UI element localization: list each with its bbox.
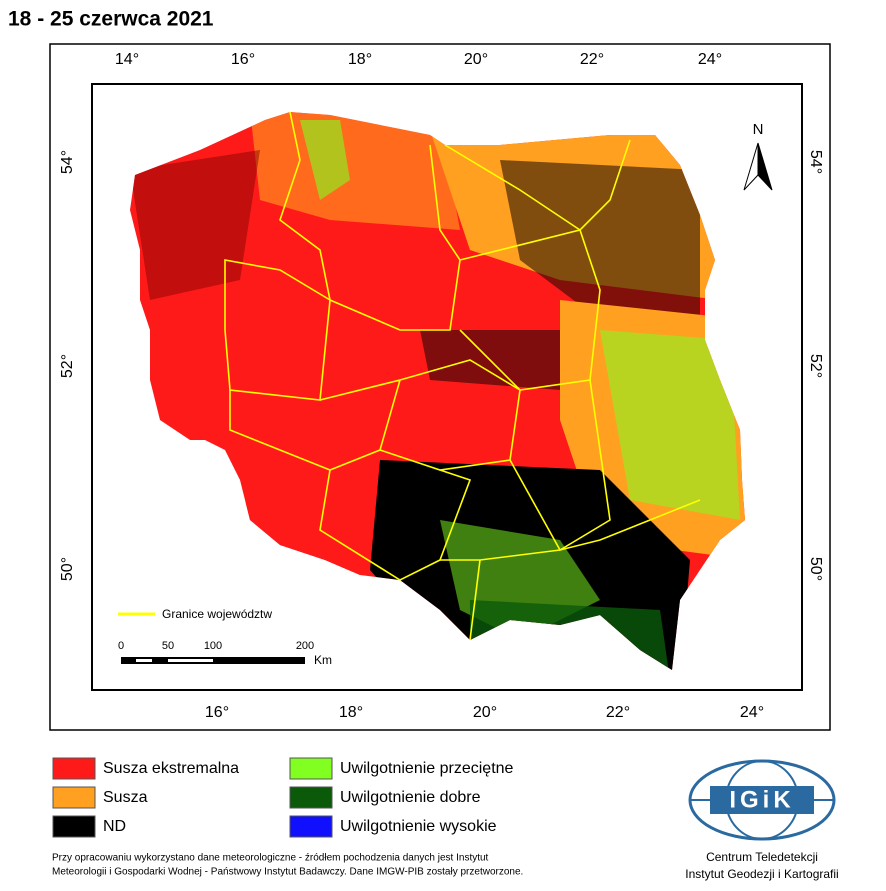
lon-label: 18° xyxy=(339,704,363,721)
lon-label: 22° xyxy=(580,51,604,68)
voivodeship-borders xyxy=(224,111,701,641)
outer-frame xyxy=(49,43,831,731)
legend: Susza ekstremalna Susza ND Uwilgotnienie pr… xyxy=(52,757,514,838)
legend-swatch xyxy=(289,757,333,780)
lon-label: 14° xyxy=(115,51,139,68)
lon-label: 20° xyxy=(464,51,488,68)
scale-label: 200 xyxy=(296,640,314,652)
legend-label: Susza xyxy=(103,789,148,806)
lon-label: 16° xyxy=(205,704,229,721)
north-arrow: N xyxy=(743,121,773,191)
lon-label: 24° xyxy=(740,704,764,721)
lat-label: 54° xyxy=(807,150,824,174)
lon-label: 24° xyxy=(698,51,722,68)
lat-label: 52° xyxy=(59,354,76,378)
map xyxy=(130,112,745,670)
legend-label: Uwilgotnienie dobre xyxy=(340,789,481,806)
legend-swatch xyxy=(52,815,96,838)
logo-line: Centrum Teledetekcji xyxy=(706,850,818,864)
legend-swatch xyxy=(289,786,333,809)
legend-label: Susza ekstremalna xyxy=(103,760,239,777)
lat-label: 52° xyxy=(807,354,824,378)
scale-unit: Km xyxy=(314,653,332,667)
title: 18 - 25 czerwca 2021 xyxy=(8,8,214,31)
lat-label: 50° xyxy=(807,557,824,581)
lon-label: 22° xyxy=(606,704,630,721)
legend-swatch xyxy=(52,786,96,809)
logo-line: Instytut Geodezji i Kartografii xyxy=(685,867,838,881)
legend-label: Uwilgotnienie wysokie xyxy=(340,818,497,835)
footnote: Przy opracowaniu wykorzystano dane meteo… xyxy=(52,853,489,864)
graticule-labels: 14° 16° 18° 20° 22° 24° 16° 18° 20° 22° … xyxy=(59,51,824,721)
lon-label: 16° xyxy=(231,51,255,68)
logo: IGiK Centrum Teledetekcji Instytut Geode… xyxy=(685,759,839,881)
scale-label: 0 xyxy=(118,640,124,652)
lat-label: 50° xyxy=(59,557,76,581)
legend-swatch xyxy=(52,757,96,780)
scale-label: 50 xyxy=(162,640,174,652)
logo-text: IGiK xyxy=(729,786,794,813)
scale-bar: 0 50 100 200 Km xyxy=(118,640,332,667)
footnote: Meteorologii i Gospodarki Wodnej - Państ… xyxy=(52,867,523,878)
lon-label: 20° xyxy=(473,704,497,721)
lon-label: 18° xyxy=(348,51,372,68)
map-frame xyxy=(91,83,803,691)
boundary-label: Granice województw xyxy=(162,607,272,621)
lat-label: 54° xyxy=(59,150,76,174)
scale-label: 100 xyxy=(204,640,222,652)
legend-label: ND xyxy=(103,818,126,835)
legend-swatch xyxy=(289,815,333,838)
north-label: N xyxy=(753,121,764,138)
legend-label: Uwilgotnienie przeciętne xyxy=(340,760,514,777)
